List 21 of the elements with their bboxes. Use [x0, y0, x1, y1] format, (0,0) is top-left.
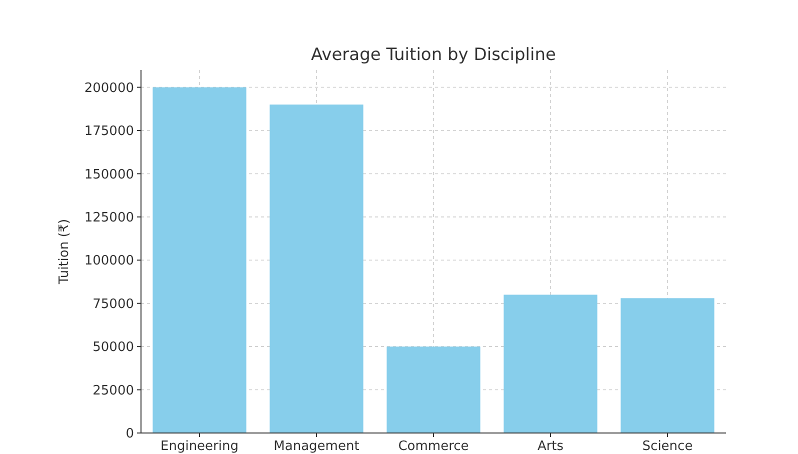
y-axis-title: Tuition (₹)	[57, 218, 72, 286]
x-tick-label: Arts	[537, 439, 564, 454]
x-tick-label: Commerce	[398, 439, 469, 454]
y-tick-label: 150000	[84, 167, 134, 182]
chart-title: Average Tuition by Discipline	[311, 45, 556, 65]
x-tick-label: Engineering	[160, 439, 238, 454]
x-tick-label: Science	[642, 439, 693, 454]
bar	[504, 294, 598, 433]
x-tick-label: Management	[274, 439, 360, 454]
y-tick-label: 200000	[84, 80, 134, 96]
y-tick-label: 0	[126, 426, 134, 442]
y-tick-label: 100000	[84, 254, 134, 269]
y-tick-label: 75000	[92, 296, 134, 312]
bar	[270, 104, 364, 433]
y-tick-label: 25000	[92, 383, 134, 398]
bar	[620, 298, 714, 433]
y-tick-label: 175000	[84, 124, 134, 140]
bar	[386, 346, 480, 433]
y-tick-label: 50000	[92, 340, 134, 356]
bar	[152, 87, 246, 433]
y-tick-label: 125000	[84, 210, 134, 226]
